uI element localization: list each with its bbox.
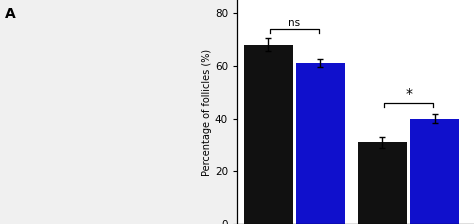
Bar <box>358 142 407 224</box>
Bar <box>410 118 459 224</box>
Y-axis label: Percentage of follicles (%): Percentage of follicles (%) <box>202 48 212 176</box>
Bar <box>244 45 292 224</box>
Text: *: * <box>405 87 412 101</box>
Bar <box>296 63 345 224</box>
Text: ns: ns <box>288 18 300 28</box>
Text: A: A <box>5 7 16 21</box>
